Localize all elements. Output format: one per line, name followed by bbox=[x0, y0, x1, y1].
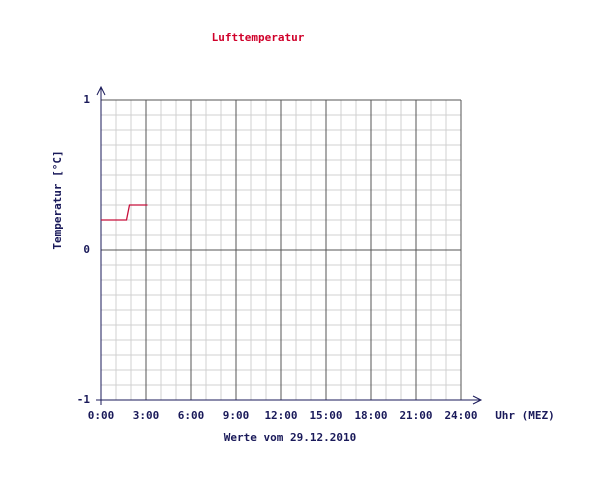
x-tick-label: 21:00 bbox=[399, 409, 432, 422]
x-tick-label: 3:00 bbox=[133, 409, 160, 422]
x-axis-arrow bbox=[472, 395, 483, 405]
y-tick-label: -1 bbox=[77, 393, 91, 406]
y-tick-label: 0 bbox=[83, 243, 90, 256]
chart-title: Lufttemperatur bbox=[212, 31, 305, 44]
y-tick-label: 1 bbox=[83, 93, 90, 106]
x-tick-label: 18:00 bbox=[354, 409, 387, 422]
x-axis-label: Uhr (MEZ) bbox=[495, 409, 555, 422]
axes bbox=[96, 85, 483, 405]
x-tick-label: 15:00 bbox=[309, 409, 342, 422]
x-tick-label: 12:00 bbox=[264, 409, 297, 422]
grid bbox=[100, 99, 462, 401]
x-tick-label: 24:00 bbox=[444, 409, 477, 422]
x-tick-label: 0:00 bbox=[88, 409, 115, 422]
x-tick-label: 6:00 bbox=[178, 409, 205, 422]
y-axis-arrow bbox=[96, 85, 106, 96]
y-axis-label: Temperatur [°C] bbox=[51, 150, 64, 249]
subtitle: Werte vom 29.12.2010 bbox=[224, 431, 356, 444]
x-tick-label: 9:00 bbox=[223, 409, 250, 422]
data-line bbox=[101, 204, 148, 221]
